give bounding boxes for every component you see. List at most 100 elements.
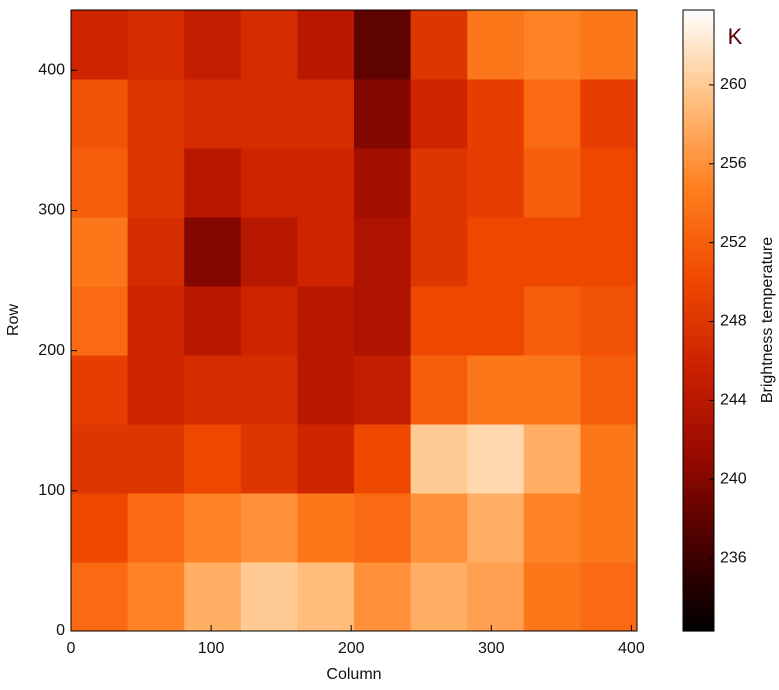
colorbar-segment	[683, 522, 714, 529]
colorbar-segment	[683, 465, 714, 472]
colorbar-segment	[683, 392, 714, 399]
heat-cell	[354, 493, 412, 563]
colorbar-tick-label: 260	[720, 76, 747, 93]
colorbar-segment	[683, 227, 714, 234]
heat-cell	[410, 148, 468, 218]
heat-cell	[354, 79, 412, 149]
colorbar-segment	[683, 310, 714, 316]
heat-cell	[523, 217, 581, 287]
colorbar-segment	[683, 320, 714, 327]
heat-cell	[240, 424, 298, 494]
colorbar-segment	[683, 196, 714, 203]
heat-cell	[71, 562, 129, 632]
heat-cell	[71, 355, 129, 425]
colorbar-segment	[683, 191, 714, 197]
heat-cell	[580, 355, 638, 425]
heat-cell	[71, 217, 129, 287]
colorbar-segment	[683, 325, 714, 332]
colorbar-segment	[683, 413, 714, 420]
colorbar-segment	[683, 35, 714, 42]
heat-cell	[467, 148, 525, 218]
colorbar-segment	[683, 113, 714, 120]
heat-cell	[410, 493, 468, 563]
heat-cell	[71, 10, 129, 80]
colorbar-segment	[683, 237, 714, 244]
heat-cell	[297, 286, 355, 356]
colorbar-segment	[683, 444, 714, 451]
y-tick-label: 200	[38, 342, 65, 359]
heat-cell	[523, 148, 581, 218]
colorbar-segment	[683, 56, 714, 63]
heat-cell	[410, 355, 468, 425]
colorbar-segment	[683, 511, 714, 518]
heat-cell	[127, 562, 185, 632]
colorbar-segment	[683, 268, 714, 275]
colorbar-segment	[683, 589, 714, 596]
colorbar-segment	[683, 108, 714, 115]
heat-cell	[71, 424, 129, 494]
colorbar-segment	[683, 10, 714, 16]
heat-cell	[127, 424, 185, 494]
colorbar-segment	[683, 304, 714, 311]
colorbar-segment	[683, 180, 714, 187]
heat-cell	[127, 148, 185, 218]
heat-cell	[523, 286, 581, 356]
colorbar-segment	[683, 41, 714, 47]
x-tick-label: 300	[478, 640, 505, 657]
x-axis-label: Column	[326, 666, 381, 683]
colorbar-segment	[683, 460, 714, 466]
heat-cell	[523, 562, 581, 632]
colorbar-segment	[683, 537, 714, 544]
colorbar-segment	[683, 103, 714, 109]
colorbar-segment	[683, 15, 714, 21]
colorbar-frame	[682, 9, 715, 632]
colorbar-segment	[683, 273, 714, 280]
heat-cell	[184, 148, 242, 218]
heat-cell	[127, 286, 185, 356]
colorbar-tick-label: 244	[720, 392, 747, 409]
colorbar-segment	[683, 211, 714, 218]
colorbar-segment	[683, 20, 714, 27]
colorbar-segment	[683, 548, 714, 554]
colorbar-segment	[683, 139, 714, 146]
heat-cell	[184, 217, 242, 287]
colorbar-segment	[683, 154, 714, 161]
colorbar-segment	[683, 574, 714, 580]
colorbar-segment	[683, 439, 714, 446]
colorbar-segment	[683, 258, 714, 265]
colorbar-segment	[683, 30, 714, 37]
colorbar-segment	[683, 418, 714, 425]
colorbar-segment	[683, 553, 714, 560]
heat-cell	[127, 217, 185, 287]
colorbar-segment	[683, 532, 714, 539]
heat-cell	[410, 286, 468, 356]
heat-cell	[354, 217, 412, 287]
colorbar-segment	[683, 134, 714, 140]
heat-cell	[184, 493, 242, 563]
heat-cell	[523, 424, 581, 494]
colorbar-segment	[683, 201, 714, 208]
colorbar-segment	[683, 356, 714, 363]
colorbar-segment	[683, 222, 714, 228]
y-tick-label: 300	[38, 202, 65, 219]
colorbar-tick-label: 256	[720, 155, 747, 172]
heat-cell	[71, 493, 129, 563]
colorbar-segment	[683, 605, 714, 611]
colorbar-segment	[683, 82, 714, 89]
colorbar-segment	[683, 568, 714, 575]
colorbar-segment	[683, 97, 714, 104]
colorbar-segment	[683, 496, 714, 503]
colorbar-segment	[683, 217, 714, 223]
colorbar-segment	[683, 61, 714, 68]
colorbar-segment	[683, 367, 714, 373]
heat-cell	[71, 148, 129, 218]
colorbar-segment	[683, 475, 714, 482]
heat-cell	[240, 355, 298, 425]
heat-cell	[410, 79, 468, 149]
heat-cell	[354, 148, 412, 218]
colorbar-segment	[683, 92, 714, 99]
x-tick-label: 400	[618, 640, 645, 657]
colorbar-segment	[683, 66, 714, 73]
colorbar-segment	[683, 449, 714, 456]
